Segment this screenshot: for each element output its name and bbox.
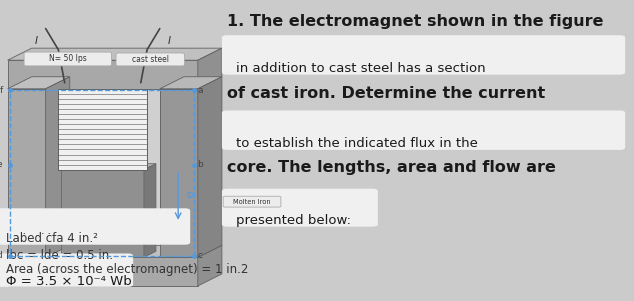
FancyBboxPatch shape [222, 35, 625, 75]
Polygon shape [8, 77, 70, 89]
Polygon shape [58, 89, 147, 170]
Text: d: d [0, 251, 3, 260]
Text: Φ = 3.5 × 10⁻⁴ Wb: Φ = 3.5 × 10⁻⁴ Wb [6, 275, 132, 288]
Text: cast steel: cast steel [132, 55, 169, 64]
Text: b: b [197, 160, 203, 169]
Polygon shape [144, 164, 156, 257]
FancyBboxPatch shape [116, 53, 184, 66]
Text: lbc = lde = 0.5 in.: lbc = lde = 0.5 in. [6, 249, 113, 262]
FancyBboxPatch shape [0, 253, 133, 287]
Polygon shape [160, 89, 198, 257]
Text: c: c [197, 251, 202, 260]
Text: Laḃ̇ed ̇ċfa 4 in.²: Laḃ̇ed ̇ċfa 4 in.² [6, 232, 98, 245]
FancyBboxPatch shape [24, 52, 112, 66]
Text: I: I [168, 36, 171, 46]
Polygon shape [8, 89, 46, 257]
Text: to establish the indicated flux in the: to establish the indicated flux in the [236, 137, 479, 150]
FancyBboxPatch shape [223, 196, 281, 207]
Text: 1. The electromagnet shown in the figure: 1. The electromagnet shown in the figure [227, 14, 604, 29]
FancyBboxPatch shape [222, 189, 378, 227]
Text: presented below:: presented below: [236, 214, 351, 227]
Polygon shape [198, 48, 222, 89]
Text: in addition to cast steel has a section: in addition to cast steel has a section [236, 62, 486, 75]
Text: f: f [0, 86, 3, 95]
Polygon shape [61, 170, 144, 257]
Text: N= 50 lps: N= 50 lps [49, 54, 87, 64]
FancyBboxPatch shape [222, 110, 625, 150]
Polygon shape [198, 77, 222, 257]
Polygon shape [8, 60, 198, 89]
Polygon shape [46, 77, 70, 257]
Polygon shape [8, 48, 222, 60]
Polygon shape [198, 245, 222, 286]
Polygon shape [61, 164, 156, 170]
Polygon shape [46, 77, 184, 89]
Text: I: I [35, 36, 37, 46]
Text: Φ: Φ [186, 191, 193, 201]
Text: e: e [0, 160, 3, 169]
FancyBboxPatch shape [0, 208, 190, 245]
Polygon shape [8, 245, 222, 257]
Text: a: a [197, 86, 202, 95]
Text: Molten Iron: Molten Iron [233, 199, 271, 205]
Text: core. The lengths, area and flow are: core. The lengths, area and flow are [227, 160, 556, 175]
Polygon shape [8, 257, 198, 286]
Text: Area (across the electromagnet) = 1 in.2: Area (across the electromagnet) = 1 in.2 [6, 263, 249, 276]
Text: of cast iron. Determine the current: of cast iron. Determine the current [227, 86, 545, 101]
Polygon shape [46, 89, 160, 257]
Polygon shape [160, 77, 222, 89]
